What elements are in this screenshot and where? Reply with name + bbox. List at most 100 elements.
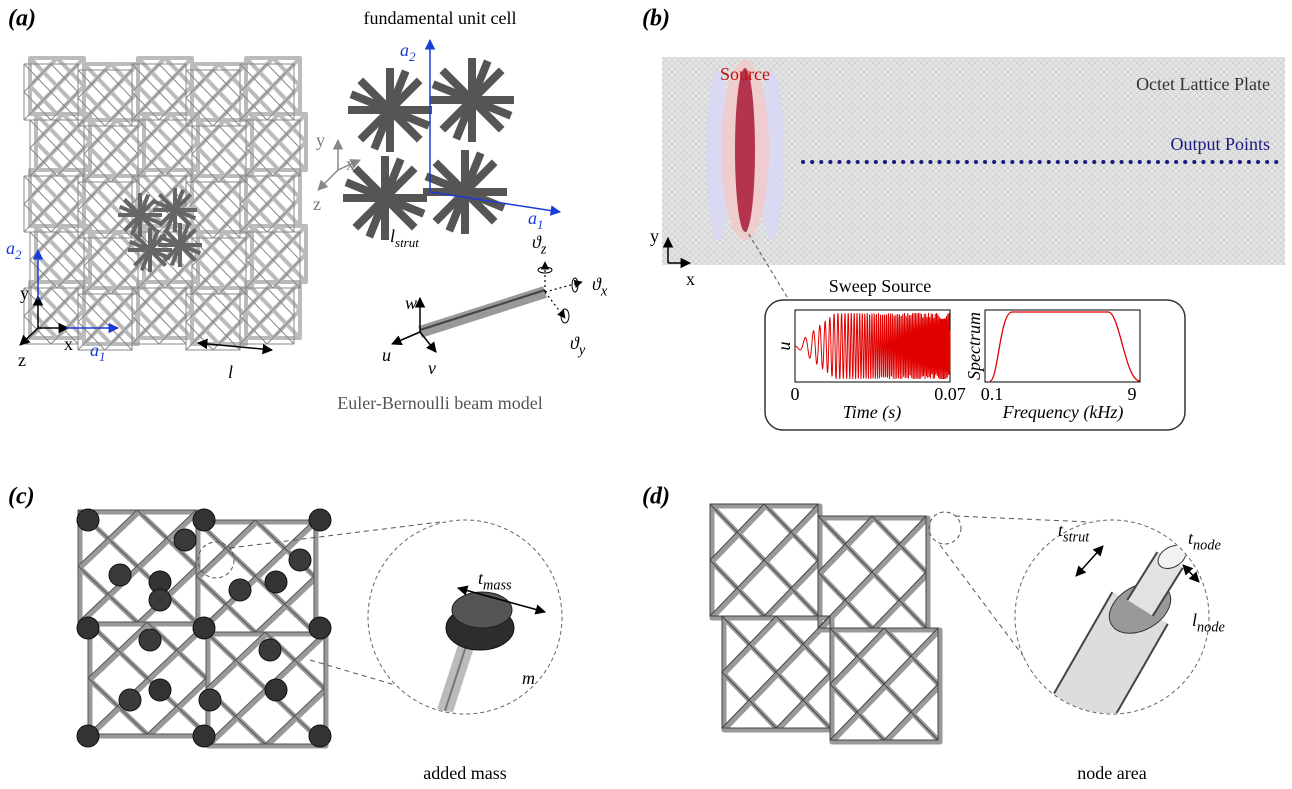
lattice-cell	[78, 70, 132, 126]
lattice-cell	[78, 294, 132, 350]
basis-label: a2	[6, 238, 22, 262]
lattice-cell	[240, 288, 294, 344]
lattice-cell	[132, 64, 186, 120]
axis-label: x	[686, 269, 695, 289]
subscript: 2	[409, 49, 416, 64]
axis-label: x	[346, 154, 355, 174]
lattice-cell	[246, 120, 300, 176]
mass-sphere	[174, 529, 196, 551]
mass-sphere	[265, 571, 287, 593]
panel-label: (d)	[642, 484, 670, 510]
lattice-cell	[246, 232, 300, 288]
panel-label: (a)	[8, 6, 36, 32]
source-label: Source	[720, 64, 770, 84]
subscript: 2	[15, 247, 22, 262]
x-tick-label: 0.1	[981, 384, 1004, 404]
mass-sphere	[109, 564, 131, 586]
output-label: Output Points	[1170, 134, 1270, 154]
axis-label: x	[64, 334, 73, 354]
beam-edge	[420, 290, 545, 330]
subscript: node	[1193, 538, 1221, 554]
axis-label: u	[382, 345, 391, 365]
mass-sphere	[193, 617, 215, 639]
mass-sphere	[289, 549, 311, 571]
main-text: a	[90, 340, 99, 360]
lattice-cell	[830, 628, 938, 740]
mass-sphere	[149, 679, 171, 701]
panel-label: (b)	[642, 6, 670, 32]
lattice-cell	[24, 176, 78, 232]
axis-label: y	[650, 226, 659, 246]
mass-sphere	[309, 617, 331, 639]
mass-sphere	[309, 725, 331, 747]
axis-label: z	[18, 350, 26, 370]
mass-sphere	[119, 689, 141, 711]
main-text: a	[6, 238, 15, 258]
lattice-cell	[138, 120, 192, 176]
mass-sphere	[77, 617, 99, 639]
mass-sphere	[77, 725, 99, 747]
basis-label: a2	[400, 40, 416, 64]
lattice-cell	[186, 70, 240, 126]
source	[735, 68, 755, 232]
subscript: y	[577, 343, 586, 359]
x-tick-label: 0	[791, 384, 800, 404]
zoom-marker	[929, 512, 961, 544]
main-text: a	[528, 208, 537, 228]
arrow	[545, 292, 565, 318]
axis-label: v	[428, 358, 436, 378]
x-tick-label: 0.07	[934, 384, 966, 404]
rotation-label: ϑz	[532, 232, 547, 258]
mass-sphere	[139, 629, 161, 651]
main-text: a	[400, 40, 409, 60]
arrow	[318, 170, 338, 190]
mass-sphere	[199, 689, 221, 711]
lattice-cell	[84, 238, 138, 294]
dimension-label: lstrut	[390, 226, 419, 250]
arrow	[545, 282, 582, 292]
lattice-cell	[710, 504, 818, 616]
y-label: u	[774, 342, 794, 351]
lattice-cell	[722, 616, 830, 728]
x-tick-label: 9	[1128, 384, 1137, 404]
rotation-label: ϑy	[570, 333, 586, 359]
axis-label: y	[316, 130, 325, 150]
mass-sphere	[77, 509, 99, 531]
lattice-cell	[30, 120, 84, 176]
mass-sphere	[229, 579, 251, 601]
subscript: strut	[395, 235, 419, 250]
inset-title: Sweep Source	[829, 276, 931, 296]
caption: Euler-Bernoulli beam model	[337, 393, 543, 413]
basis-label: a1	[528, 208, 544, 232]
mass-sphere	[265, 679, 287, 701]
mass-sphere	[149, 589, 171, 611]
rotation-symbol	[572, 278, 578, 292]
lattice-cell	[24, 64, 78, 120]
subscript: z	[540, 242, 547, 258]
lattice-cell	[192, 126, 246, 182]
caption: added mass	[423, 763, 506, 783]
lattice-cell	[84, 126, 138, 182]
x-label: Time (s)	[843, 402, 902, 423]
leader-line	[955, 516, 1090, 522]
subscript: 1	[537, 217, 544, 232]
lattice-cell	[186, 294, 240, 350]
mass-label: m	[522, 668, 535, 688]
axis-label: y	[20, 283, 29, 303]
rotation-label: ϑx	[592, 274, 608, 300]
mass-sphere	[193, 725, 215, 747]
lattice-cell	[818, 516, 926, 628]
zoom-mass-top	[452, 592, 512, 628]
figure: (a)fundamental unit cella2a1yxzlstrutyxz…	[0, 0, 1292, 789]
plate-label: Octet Lattice Plate	[1136, 74, 1270, 94]
axis-label: w	[405, 293, 417, 313]
subscript: node	[1197, 620, 1225, 636]
lattice-cell	[196, 520, 314, 632]
mass-sphere	[309, 509, 331, 531]
caption: node area	[1077, 763, 1146, 783]
subscript: x	[600, 284, 608, 300]
lattice-cell	[240, 64, 294, 120]
subscript: strut	[1063, 530, 1090, 546]
lattice-cell	[132, 288, 186, 344]
axis-label: z	[313, 194, 321, 214]
